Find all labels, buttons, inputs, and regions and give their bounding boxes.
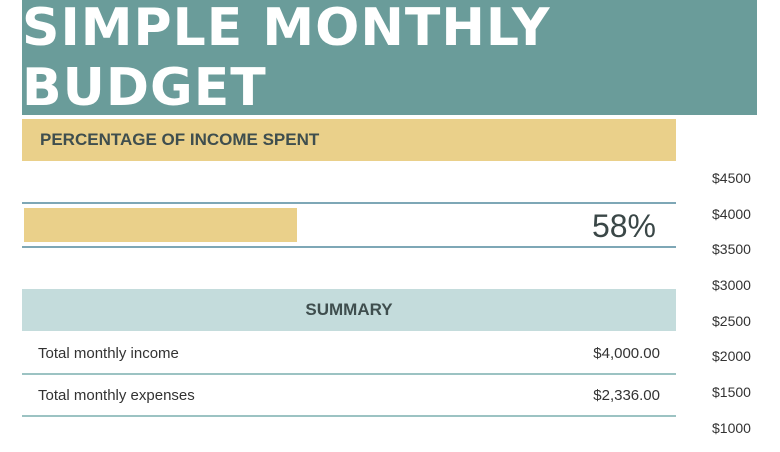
axis-tick: $3000 — [712, 277, 751, 294]
axis-tick: $2000 — [712, 348, 751, 365]
summary-header-label: SUMMARY — [305, 300, 393, 319]
progress-fill — [24, 208, 297, 242]
axis-tick: $4500 — [712, 170, 751, 186]
summary-header: SUMMARY — [22, 289, 676, 331]
axis-tick: $4000 — [712, 205, 751, 222]
percentage-value: 58% — [591, 208, 656, 244]
summary-row-income: Total monthly income $4,000.00 — [22, 333, 676, 375]
summary-row-expenses: Total monthly expenses $2,336.00 — [22, 375, 676, 417]
value-axis: $4500 $4000 $3500 $3000 $2500 $2000 $150… — [712, 166, 772, 452]
axis-tick: $3500 — [712, 241, 751, 258]
percentage-progress-bar: 58% — [22, 202, 676, 248]
axis-tick: $2500 — [712, 312, 751, 329]
axis-tick: $1000 — [712, 419, 751, 436]
axis-tick: $1500 — [712, 384, 751, 401]
percentage-header-label: PERCENTAGE OF INCOME SPENT — [40, 130, 320, 149]
percentage-header: PERCENTAGE OF INCOME SPENT — [22, 119, 676, 161]
expenses-label: Total monthly expenses — [38, 386, 195, 404]
income-label: Total monthly income — [38, 344, 179, 362]
title-banner: SIMPLE MONTHLY BUDGET — [22, 0, 757, 118]
income-value: $4,000.00 — [593, 344, 660, 362]
expenses-value: $2,336.00 — [593, 386, 660, 404]
page-title: SIMPLE MONTHLY BUDGET — [22, 0, 551, 118]
